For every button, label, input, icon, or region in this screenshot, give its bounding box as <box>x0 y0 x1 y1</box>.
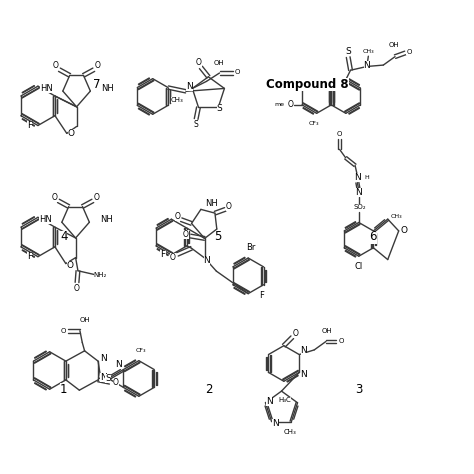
Text: H: H <box>364 175 369 180</box>
Text: O: O <box>61 328 66 334</box>
Text: O: O <box>406 49 412 55</box>
Text: O: O <box>74 284 80 293</box>
Text: F: F <box>259 291 264 300</box>
Text: Cl: Cl <box>355 262 363 271</box>
Text: 3: 3 <box>355 383 363 396</box>
Text: CH₃: CH₃ <box>391 214 402 219</box>
Text: N: N <box>356 188 362 197</box>
Text: OH: OH <box>79 318 90 323</box>
Text: NH: NH <box>100 84 113 93</box>
Text: OH: OH <box>213 60 224 66</box>
Text: N: N <box>186 82 193 91</box>
Text: NH: NH <box>206 199 219 208</box>
Text: O: O <box>196 58 202 67</box>
Text: F: F <box>27 252 32 261</box>
Text: SO₂: SO₂ <box>354 204 366 210</box>
Text: N: N <box>115 360 122 369</box>
Text: O: O <box>68 129 75 138</box>
Text: O: O <box>226 201 232 210</box>
Text: O: O <box>183 230 189 239</box>
Text: 7: 7 <box>93 78 100 91</box>
Text: O: O <box>67 261 74 270</box>
Text: S: S <box>194 120 199 129</box>
Text: OH: OH <box>389 42 400 48</box>
Text: Br: Br <box>246 243 255 252</box>
Text: O: O <box>235 69 240 75</box>
Text: 2: 2 <box>205 383 213 396</box>
Text: N: N <box>204 256 210 265</box>
Text: S: S <box>105 374 111 383</box>
Text: O: O <box>93 192 100 201</box>
Text: O: O <box>170 253 176 262</box>
Text: N: N <box>301 346 307 356</box>
Text: O: O <box>174 212 181 221</box>
Text: 1: 1 <box>60 383 67 396</box>
Text: 4: 4 <box>60 230 67 244</box>
Text: N: N <box>272 419 279 428</box>
Text: F: F <box>160 250 165 259</box>
Text: O: O <box>337 131 342 137</box>
Text: HN: HN <box>39 215 52 224</box>
Text: O: O <box>95 62 100 71</box>
Text: CH₃: CH₃ <box>171 97 183 103</box>
Text: O: O <box>113 378 119 387</box>
Text: O: O <box>401 227 408 236</box>
Text: N: N <box>266 397 273 406</box>
Text: N: N <box>354 173 361 182</box>
Text: N: N <box>301 370 307 379</box>
Text: H₃C: H₃C <box>278 397 291 403</box>
Text: N: N <box>100 354 107 363</box>
Text: N: N <box>100 373 107 382</box>
Text: CF₃: CF₃ <box>309 121 319 126</box>
Text: S: S <box>217 104 223 113</box>
Text: F: F <box>27 121 32 130</box>
Text: O: O <box>338 338 344 345</box>
Text: CF₃: CF₃ <box>136 348 146 353</box>
Text: S: S <box>346 47 351 56</box>
Text: N: N <box>364 61 370 70</box>
Text: 6: 6 <box>369 230 377 244</box>
Text: CH₃: CH₃ <box>284 429 297 435</box>
Text: O: O <box>292 329 299 338</box>
Text: NH₂: NH₂ <box>94 272 107 277</box>
Text: Compound 8: Compound 8 <box>266 78 348 91</box>
Text: me: me <box>274 102 284 108</box>
Text: O: O <box>287 100 293 109</box>
Text: CH₃: CH₃ <box>363 48 374 54</box>
Text: O: O <box>52 192 58 201</box>
Text: NH: NH <box>100 215 112 224</box>
Text: O: O <box>53 62 59 71</box>
Text: OH: OH <box>321 328 332 334</box>
Text: HN: HN <box>40 84 53 93</box>
Text: 5: 5 <box>215 230 222 244</box>
